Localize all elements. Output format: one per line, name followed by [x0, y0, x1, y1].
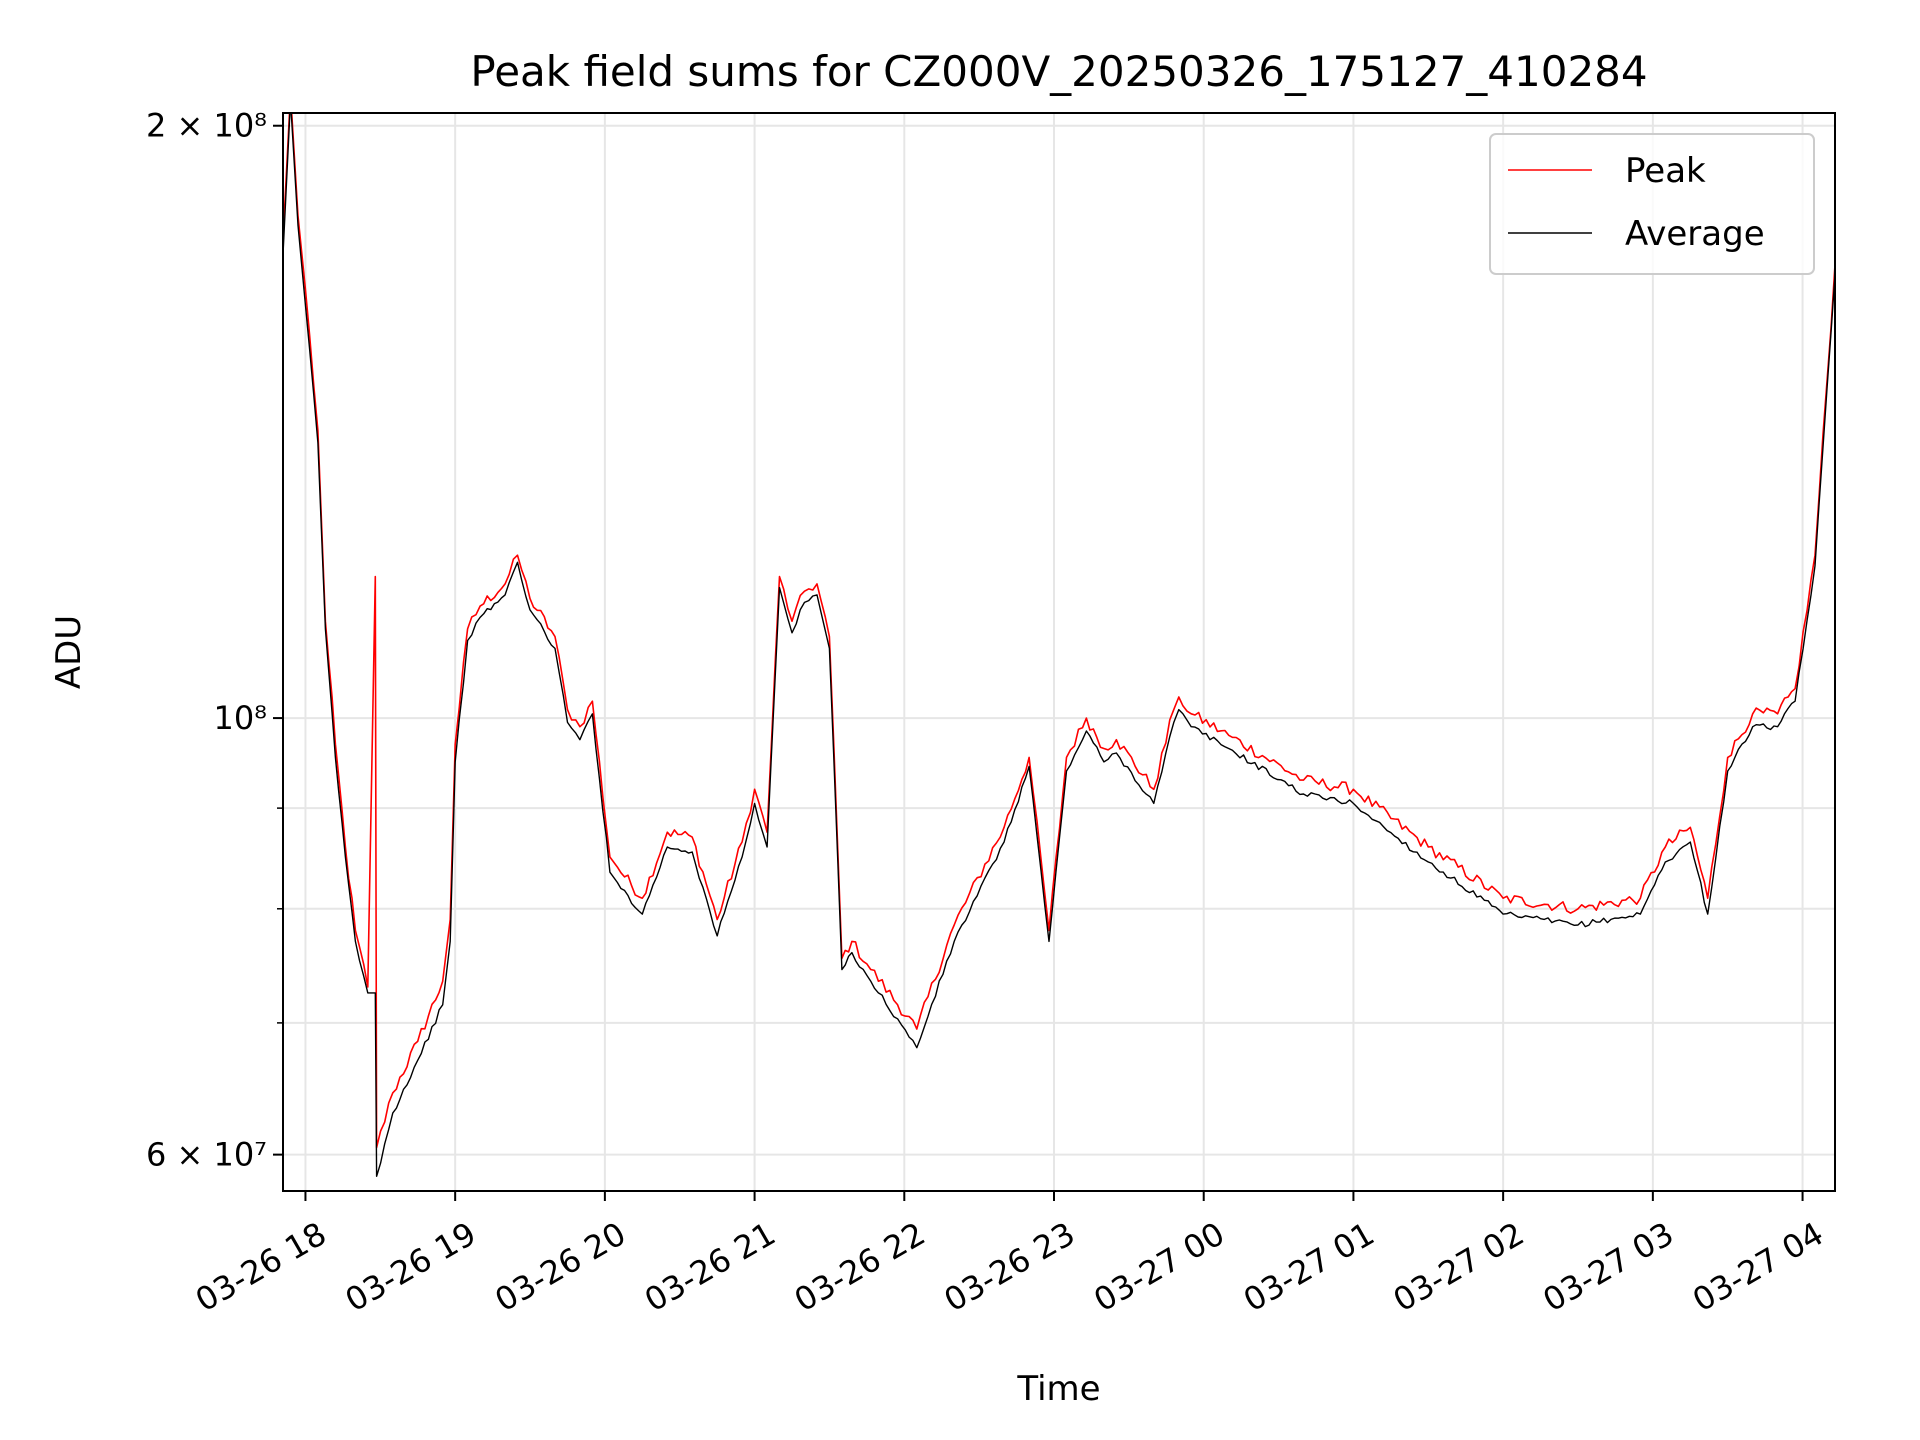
peak-series-line — [283, 113, 1835, 1149]
y-tick-label: 6 × 10⁷ — [146, 1136, 267, 1174]
legend-average-label: Average — [1625, 214, 1765, 254]
y-tick-label: 2 × 10⁸ — [146, 107, 267, 145]
x-axis-label: Time — [1016, 1369, 1100, 1409]
legend-box — [1489, 133, 1815, 275]
legend-peak-label: Peak — [1625, 151, 1706, 191]
y-axis-ticks: 6 × 10⁷ 10⁸ 2 × 10⁸ — [146, 107, 283, 1174]
y-axis-label: ADU — [49, 615, 89, 689]
axes-frame — [282, 112, 1836, 1192]
series-lines — [283, 113, 1835, 1177]
y-tick-label: 10⁸ — [213, 699, 267, 737]
average-series-line — [283, 113, 1835, 1177]
legend: Peak Average — [1489, 133, 1815, 275]
chart-title: Peak field sums for CZ000V_20250326_1751… — [470, 47, 1647, 96]
